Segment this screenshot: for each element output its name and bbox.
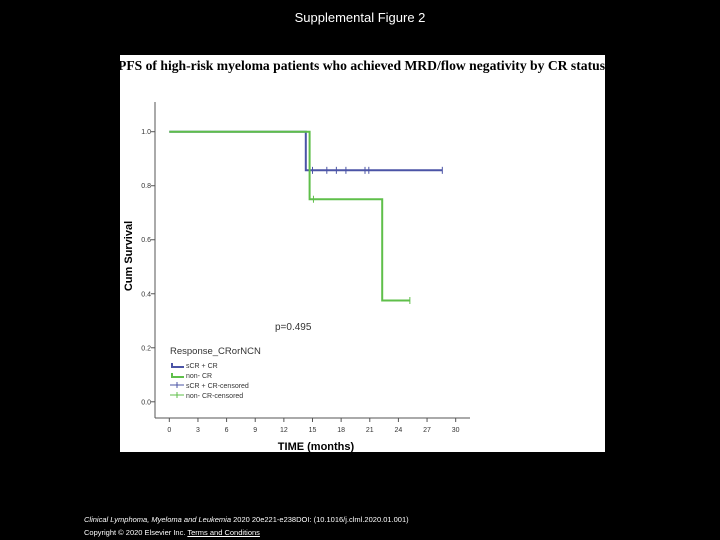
chart-legend: sCR + CR non- CR sCR + CR-censored non- CR-…	[170, 363, 249, 400]
x-tick-label: 30	[452, 427, 460, 434]
legend-title: Response_CRorNCN	[170, 346, 261, 357]
copyright-text: Copyright © 2020 Elsevier Inc.	[84, 528, 186, 537]
y-tick-label: 0.6	[141, 237, 151, 244]
y-tick-label: 0.2	[141, 345, 151, 352]
y-tick-label: 0.4	[141, 291, 151, 298]
x-tick-label: 9	[253, 427, 257, 434]
footer-copyright: Copyright © 2020 Elsevier Inc. Terms and…	[84, 528, 260, 537]
legend-label: sCR + CR-censored	[186, 383, 249, 390]
chart-title: PFS of high-risk myeloma patients who ac…	[120, 58, 605, 73]
x-tick-label: 0	[167, 427, 171, 434]
x-tick-label: 6	[225, 427, 229, 434]
citation-details: 2020 20e221-e238DOI: (10.1016/j.clml.202…	[231, 515, 409, 524]
legend-line-swatch	[171, 363, 184, 368]
slide-title: Supplemental Figure 2	[294, 10, 426, 25]
legend-label: sCR + CR	[186, 363, 218, 370]
legend-label: non- CR	[186, 373, 212, 380]
terms-and-conditions-link[interactable]: Terms and Conditions	[187, 528, 260, 537]
km-survival-chart: PFS of high-risk myeloma patients who ac…	[120, 58, 605, 452]
x-tick-label: 18	[337, 427, 345, 434]
x-tick-label: 12	[280, 427, 288, 434]
series-line-1	[169, 130, 410, 302]
plot-area: 0.0 0.2 0.4 0.6 0.8 1.0 0 3 6 9 12 15 18 21 24 27 30	[141, 102, 470, 434]
y-tick-label: 0.8	[141, 183, 151, 190]
legend-line-swatch	[171, 373, 184, 378]
x-tick-label: 21	[366, 427, 374, 434]
series-line-0	[169, 130, 443, 172]
figure-panel: PFS of high-risk myeloma patients who ac…	[120, 55, 605, 452]
x-tick-label: 24	[395, 427, 403, 434]
x-tick-label: 27	[423, 427, 431, 434]
y-axis-label: Cum Survival	[123, 221, 135, 291]
x-tick-label: 15	[309, 427, 317, 434]
x-axis-label: TIME (months)	[278, 441, 355, 452]
footer-citation: Clinical Lymphoma, Myeloma and Leukemia …	[84, 515, 409, 524]
p-value-annotation: p=0.495	[275, 322, 312, 333]
y-tick-label: 0.0	[141, 399, 151, 406]
x-tick-label: 3	[196, 427, 200, 434]
y-tick-label: 1.0	[141, 129, 151, 136]
citation-journal: Clinical Lymphoma, Myeloma and Leukemia	[84, 515, 232, 524]
legend-label: non- CR-censored	[186, 393, 243, 400]
